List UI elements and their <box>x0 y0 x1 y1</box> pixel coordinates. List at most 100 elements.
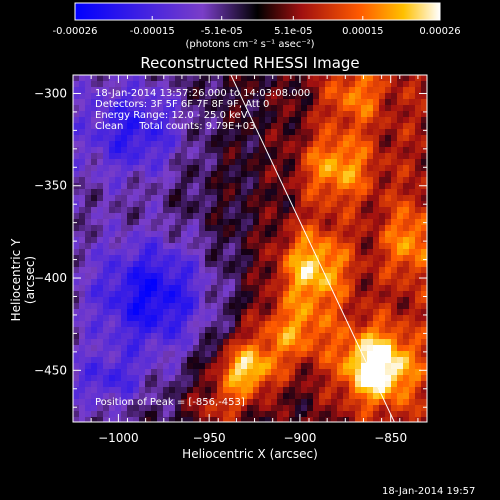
heatmap-cell <box>79 261 85 267</box>
heatmap-cell <box>385 279 391 285</box>
heatmap-cell <box>223 87 229 93</box>
heatmap-cell <box>79 123 85 129</box>
heatmap-cell <box>163 285 169 291</box>
heatmap-cell <box>205 243 211 249</box>
heatmap-cell <box>283 333 289 339</box>
heatmap-cell <box>403 345 409 351</box>
heatmap-cell <box>157 189 163 195</box>
heatmap-cell <box>415 309 421 315</box>
heatmap-cell <box>175 213 181 219</box>
heatmap-cell <box>217 147 223 153</box>
heatmap-cell <box>415 135 421 141</box>
heatmap-cell <box>157 195 163 201</box>
heatmap-cell <box>331 183 337 189</box>
heatmap-cell <box>331 177 337 183</box>
heatmap-cell <box>307 339 313 345</box>
heatmap-cell <box>421 291 427 297</box>
heatmap-cell <box>319 339 325 345</box>
heatmap-cell <box>151 117 157 123</box>
heatmap-cell <box>271 183 277 189</box>
heatmap-cell <box>127 177 133 183</box>
heatmap-cell <box>223 315 229 321</box>
heatmap-cell <box>85 87 91 93</box>
heatmap-cell <box>235 369 241 375</box>
heatmap-cell <box>415 333 421 339</box>
heatmap-cell <box>79 213 85 219</box>
chart-title: Reconstructed RHESSI Image <box>140 54 360 72</box>
heatmap-cell <box>283 177 289 183</box>
heatmap-cell <box>265 207 271 213</box>
heatmap-cell <box>331 321 337 327</box>
heatmap-cell <box>91 249 97 255</box>
heatmap-cell <box>127 333 133 339</box>
heatmap-cell <box>337 81 343 87</box>
heatmap-cell <box>283 321 289 327</box>
heatmap-cell <box>247 261 253 267</box>
heatmap-cell <box>235 363 241 369</box>
heatmap-cell <box>421 279 427 285</box>
heatmap-cell <box>163 345 169 351</box>
heatmap-cell <box>289 219 295 225</box>
heatmap-cell <box>271 309 277 315</box>
heatmap-cell <box>73 315 79 321</box>
heatmap-cell <box>337 99 343 105</box>
heatmap-cell <box>241 105 247 111</box>
heatmap-cell <box>175 87 181 93</box>
heatmap-cell <box>379 279 385 285</box>
heatmap-cell <box>85 141 91 147</box>
heatmap-cell <box>175 189 181 195</box>
heatmap-cell <box>343 393 349 399</box>
heatmap-cell <box>331 279 337 285</box>
heatmap-cell <box>421 399 427 405</box>
heatmap-cell <box>259 213 265 219</box>
heatmap-cell <box>193 333 199 339</box>
heatmap-cell <box>97 315 103 321</box>
heatmap-cell <box>349 201 355 207</box>
heatmap-cell <box>115 381 121 387</box>
heatmap-cell <box>199 327 205 333</box>
heatmap-cell <box>97 159 103 165</box>
heatmap-cell <box>133 237 139 243</box>
heatmap-cell <box>289 393 295 399</box>
heatmap-cell <box>115 255 121 261</box>
heatmap-cell <box>145 315 151 321</box>
heatmap-cell <box>391 135 397 141</box>
heatmap-cell <box>301 147 307 153</box>
heatmap-cell <box>139 81 145 87</box>
heatmap-cell <box>193 135 199 141</box>
heatmap-cell <box>163 123 169 129</box>
heatmap-cell <box>349 315 355 321</box>
heatmap-cell <box>109 327 115 333</box>
heatmap-cell <box>199 165 205 171</box>
heatmap-cell <box>151 87 157 93</box>
heatmap-cell <box>283 315 289 321</box>
heatmap-cell <box>385 177 391 183</box>
heatmap-cell <box>319 207 325 213</box>
heatmap-cell <box>85 105 91 111</box>
heatmap-cell <box>217 111 223 117</box>
heatmap-cell <box>409 267 415 273</box>
heatmap-cell <box>235 171 241 177</box>
heatmap-cell <box>187 105 193 111</box>
heatmap-cell <box>157 303 163 309</box>
heatmap-cell <box>403 327 409 333</box>
heatmap-cell <box>319 213 325 219</box>
heatmap-cell <box>313 177 319 183</box>
heatmap-cell <box>121 345 127 351</box>
heatmap-cell <box>211 165 217 171</box>
heatmap-cell <box>325 81 331 87</box>
heatmap-cell <box>217 411 223 417</box>
heatmap-cell <box>343 267 349 273</box>
heatmap-cell <box>73 375 79 381</box>
heatmap-cell <box>373 75 379 81</box>
heatmap-cell <box>121 159 127 165</box>
heatmap-cell <box>205 99 211 105</box>
heatmap-cell <box>85 111 91 117</box>
heatmap-cell <box>103 351 109 357</box>
heatmap-cell <box>97 375 103 381</box>
heatmap-cell <box>343 387 349 393</box>
heatmap-cell <box>373 147 379 153</box>
heatmap-cell <box>79 351 85 357</box>
heatmap-cell <box>379 363 385 369</box>
heatmap-cell <box>175 195 181 201</box>
